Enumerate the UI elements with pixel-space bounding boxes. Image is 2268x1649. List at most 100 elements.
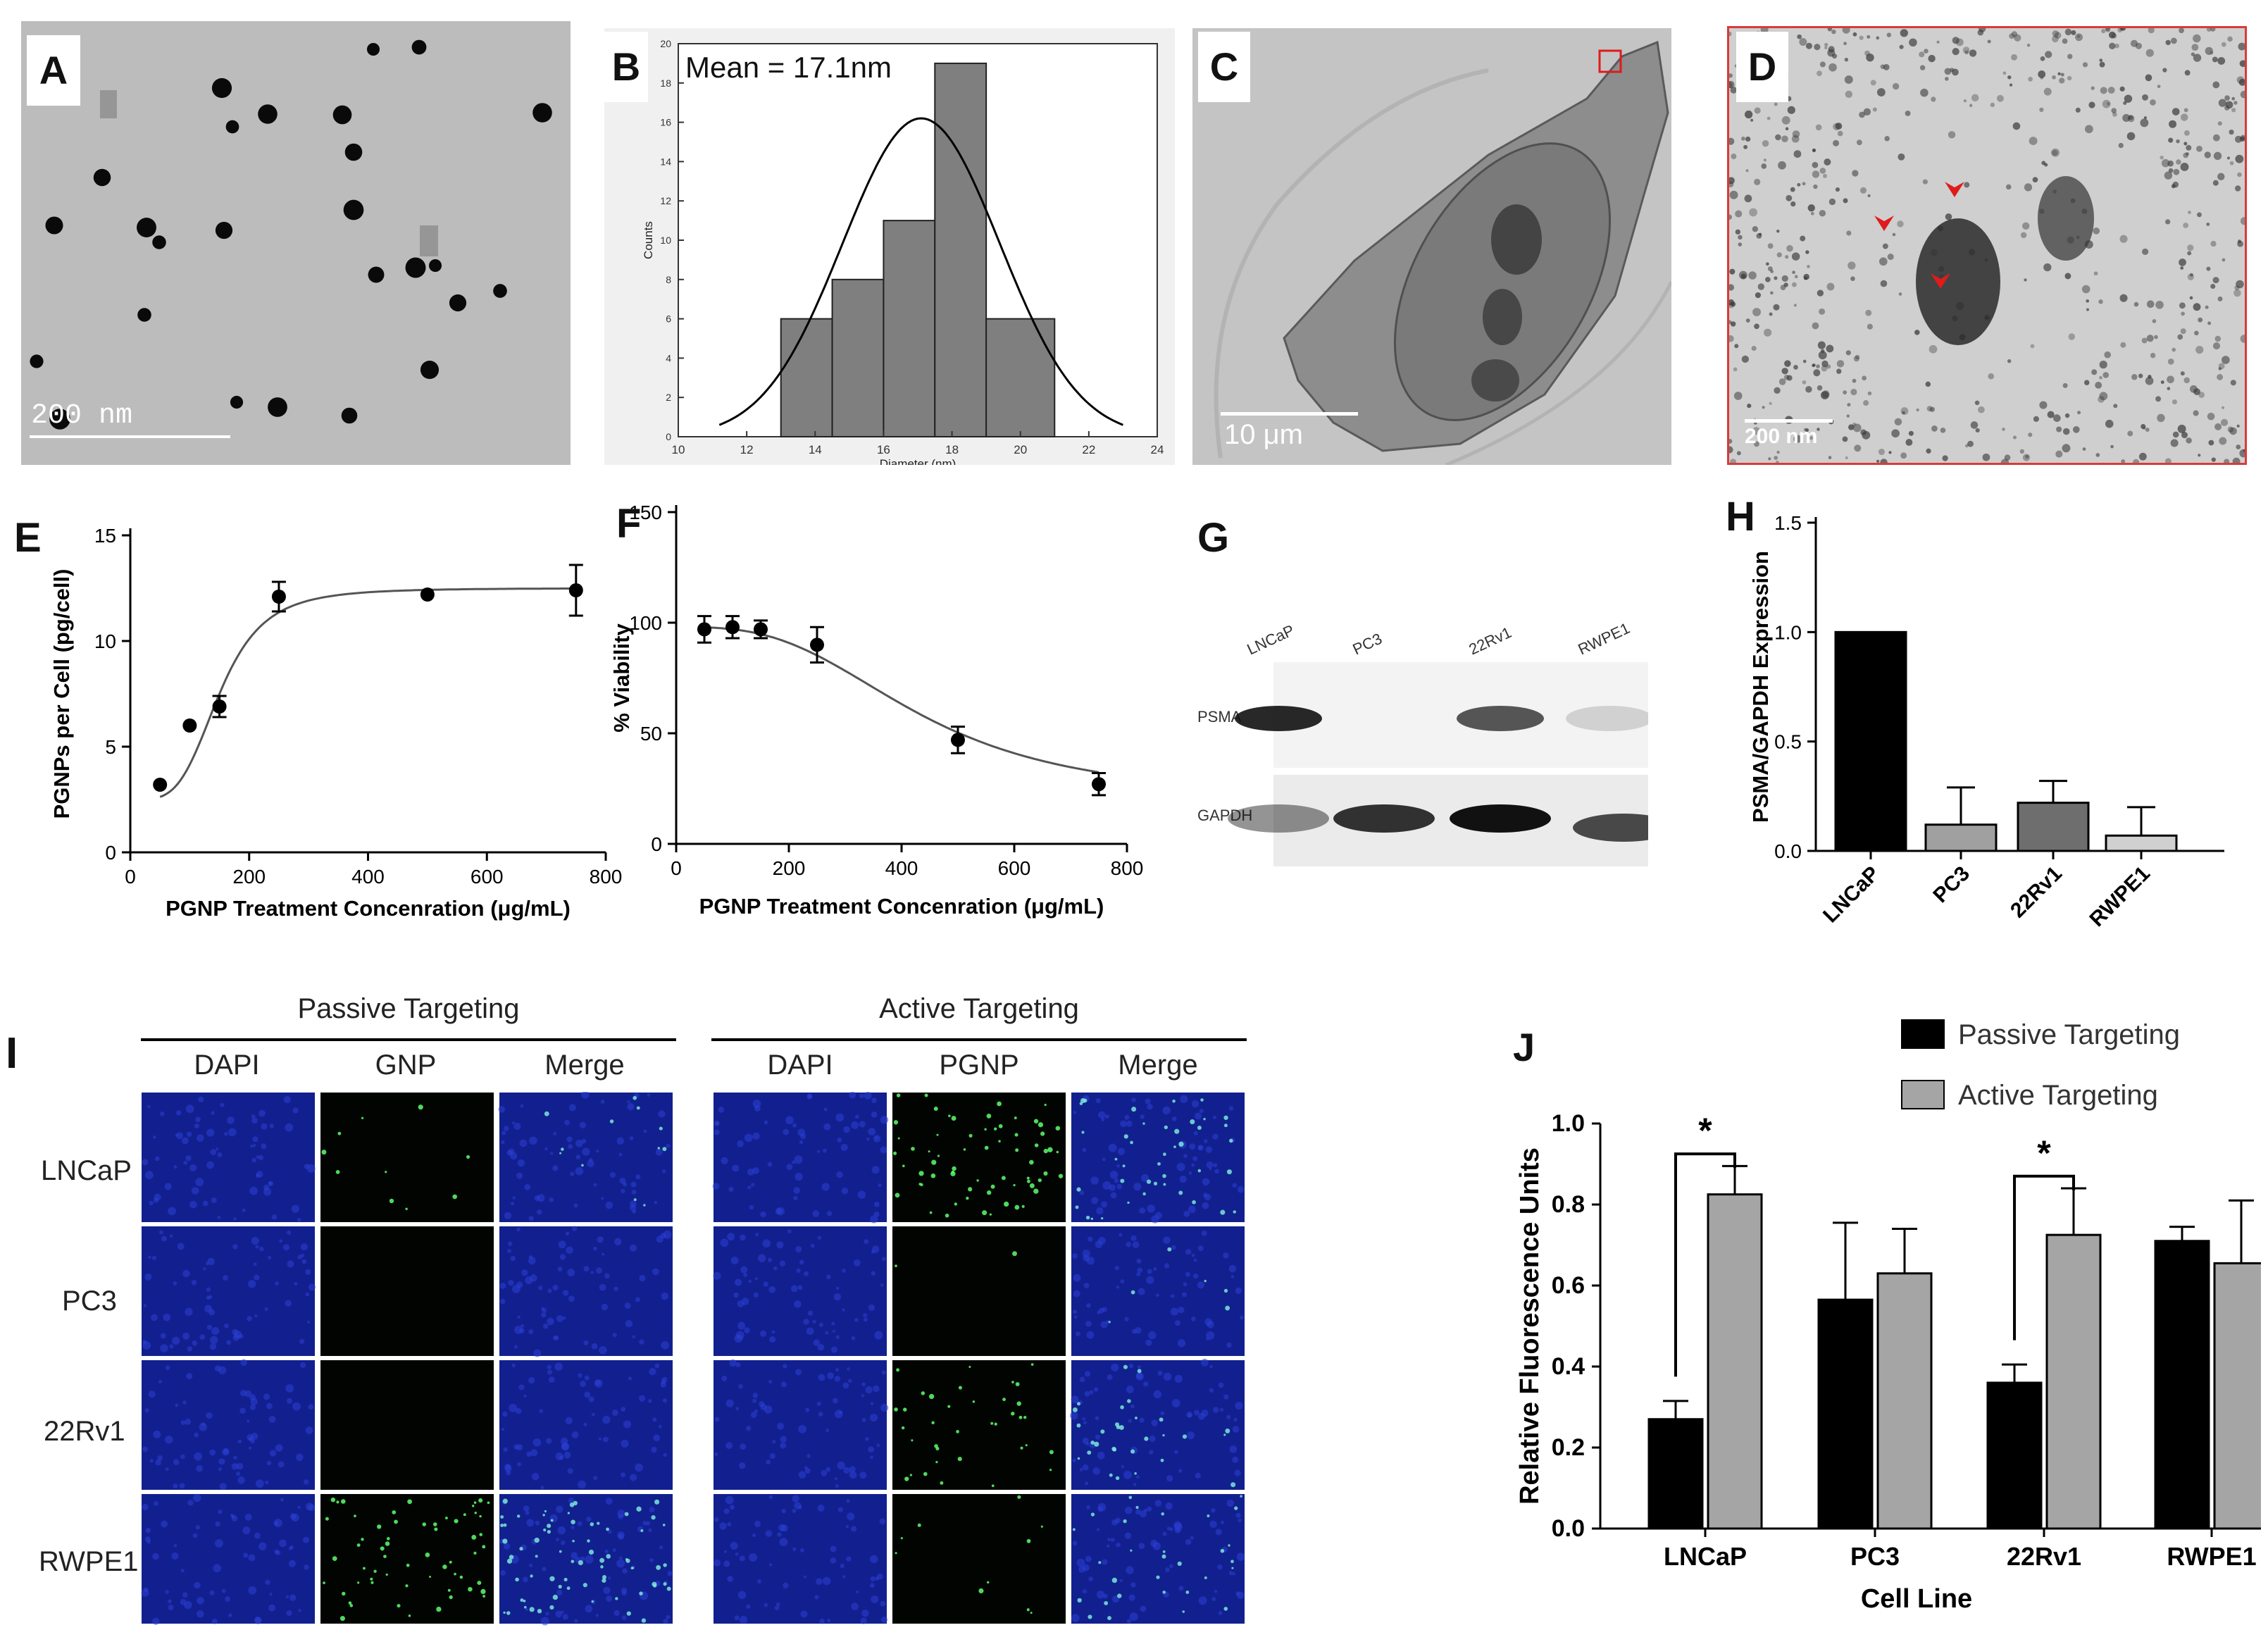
row-label-2: PC3	[62, 1286, 117, 1317]
scale-bar-label-c: 10 μm	[1224, 419, 1303, 450]
gapdh-band	[1333, 804, 1435, 833]
micrograph-bg	[1070, 1493, 1246, 1625]
panel-letter-f: F	[616, 501, 642, 547]
micrograph-cell	[1070, 1225, 1246, 1357]
histogram-bar	[985, 318, 1056, 437]
micrograph-bg	[498, 1225, 674, 1357]
scale-bar-label-a: 200 nm	[31, 400, 133, 432]
nanoparticle	[93, 168, 111, 187]
panel-f: 0 200 400 600 800 0 50 100 150 PGNP Treatment Con…	[606, 486, 1155, 944]
mean-annotation: Mean = 17.1nm	[685, 51, 892, 84]
micrograph-cell	[712, 1493, 888, 1625]
data-point	[1092, 777, 1106, 792]
nanoparticle	[368, 266, 385, 283]
x-tick-label: 22	[1082, 443, 1095, 456]
tem-image-d	[1729, 28, 2245, 463]
bar	[2213, 1262, 2268, 1530]
bar	[2045, 1233, 2102, 1530]
tem-image-c	[1192, 28, 1674, 467]
histogram-bar	[831, 278, 885, 437]
micrograph-bg	[712, 1493, 888, 1625]
y-tick-label: 12	[660, 195, 671, 206]
y-axis-label: PSMA/GAPDH Expression	[1748, 551, 1773, 823]
nanoparticle	[30, 354, 44, 368]
micrograph-bg	[140, 1359, 316, 1491]
x-tick-label: 200	[232, 866, 266, 888]
particle-cluster	[100, 90, 117, 118]
x-tick-label: 0	[671, 857, 682, 879]
micrograph-cell	[712, 1225, 888, 1357]
nanoparticle	[152, 235, 166, 249]
micrograph-cell	[498, 1225, 674, 1357]
y-axis-label: Relative Fluorescence Units	[1515, 1147, 1545, 1505]
bar	[2154, 1240, 2210, 1530]
micrograph-cell	[891, 1092, 1067, 1224]
y-axis-label: Counts	[642, 221, 655, 259]
x-tick-label: 400	[351, 866, 385, 888]
histogram-chart: 10 12 14 16 18 20 22 2402468101214161820Diamete…	[642, 38, 1164, 471]
y-tick-label: 20	[660, 38, 671, 49]
y-tick-label: 0	[651, 833, 662, 855]
significance-bracket	[2013, 1174, 2075, 1340]
micrograph-bg	[140, 1493, 316, 1625]
y-tick-label: 6	[666, 313, 671, 325]
x-tick-label: 22Rv1	[2007, 1542, 2081, 1571]
data-point	[725, 620, 740, 635]
micrograph-cell	[1070, 1358, 1246, 1491]
gapdh-band	[1450, 804, 1551, 833]
nanoparticle	[230, 395, 244, 409]
row-label-gapdh: GAPDH	[1197, 807, 1252, 824]
data-point	[420, 587, 435, 602]
y-tick-label: 18	[660, 77, 671, 89]
panel-i: I Passive Targeting Active Targeting DAP…	[0, 979, 1268, 1641]
x-axis-label: Cell Line	[1861, 1584, 1972, 1614]
micrograph-cell	[140, 1493, 316, 1625]
particle-cluster	[420, 225, 438, 256]
nanoparticle	[405, 257, 426, 278]
x-tick-label: 0	[125, 866, 136, 888]
panel-e: 0 200 400 600 800 0 5 10 15 PGNP Treatment Concen…	[14, 493, 634, 944]
panel-letter-c: C	[1198, 32, 1250, 102]
panel-d: D 200 nm	[1727, 26, 2247, 465]
micrograph-bg	[891, 1359, 1067, 1491]
y-tick-label: 0.8	[1552, 1191, 1585, 1218]
histogram-bar	[780, 318, 833, 437]
micrograph-cell	[712, 1359, 889, 1491]
lane-label: 22Rv1	[1466, 623, 1514, 659]
y-tick-label: 0.2	[1552, 1434, 1585, 1461]
y-tick-label: 0.0	[1552, 1515, 1585, 1542]
nanoparticle	[215, 221, 233, 239]
x-tick-label: 800	[1111, 857, 1144, 879]
tem-background	[21, 21, 571, 465]
micrograph-bg	[140, 1092, 316, 1224]
col-header-active-3: Merge	[1118, 1050, 1198, 1081]
legend-swatch	[1901, 1080, 1945, 1109]
nanoparticle	[344, 143, 363, 161]
micrograph-cell	[498, 1493, 674, 1626]
zoom-box	[1598, 49, 1622, 73]
micrograph-cell	[891, 1493, 1067, 1625]
nanoparticle	[449, 294, 467, 312]
data-point	[271, 590, 286, 604]
viability-chart: 0 200 400 600 800 0 50 100 150 PGNP Treatment Con…	[609, 502, 1144, 919]
nanoparticle	[258, 104, 278, 124]
y-tick-label: 0.5	[1774, 731, 1802, 753]
x-axis-label: PGNP Treatment Concenration (μg/mL)	[166, 896, 571, 921]
data-point	[697, 622, 711, 637]
fit-curve	[704, 626, 1099, 773]
y-tick-label: 5	[105, 736, 116, 758]
bar	[1834, 630, 1907, 852]
y-tick-label: 1.0	[1774, 621, 1802, 643]
group-rule-passive	[141, 1038, 676, 1041]
x-axis-label: Diameter (nm)	[880, 457, 957, 465]
row-label-4: RWPE1	[39, 1546, 139, 1577]
data-point	[568, 583, 583, 597]
bar	[1986, 1381, 2043, 1530]
normal-fit-curve	[718, 117, 1123, 426]
fluorescence-grid	[140, 1092, 1246, 1626]
panel-letter-b: B	[604, 32, 648, 102]
micrograph-bg	[891, 1225, 1067, 1357]
micrograph-cell	[498, 1359, 674, 1491]
y-tick-label: 1.5	[1774, 512, 1802, 534]
y-tick-label: 0.0	[1774, 840, 1802, 862]
